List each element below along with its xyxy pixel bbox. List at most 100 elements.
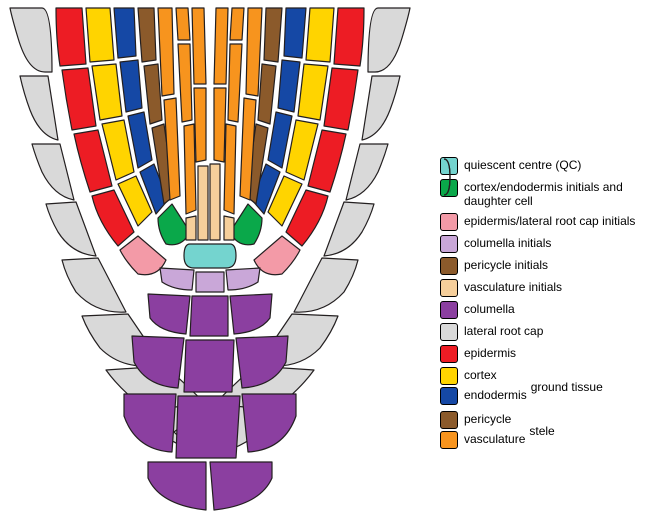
cell-cei <box>158 204 190 245</box>
legend-label: quiescent centre (QC) <box>464 157 581 172</box>
legend-swatch <box>440 235 458 253</box>
cell-col <box>190 296 228 336</box>
legend-label: pericycle <box>464 411 511 426</box>
cell-endo <box>278 60 300 112</box>
cell-col <box>242 394 296 452</box>
cell-lrc <box>10 8 52 72</box>
bracket-icon <box>442 157 452 197</box>
cell-endo <box>284 8 306 58</box>
cell-vasc <box>230 8 244 40</box>
legend-entry-lrc: lateral root cap <box>440 323 655 341</box>
cell-col <box>124 394 176 452</box>
legend-swatch <box>440 213 458 231</box>
cell-lrc <box>346 144 388 200</box>
cell-peri <box>138 8 156 62</box>
cell-coli <box>226 268 260 290</box>
cell-lrc <box>368 8 410 72</box>
legend-label: lateral root cap <box>464 323 543 338</box>
cell-vasc <box>178 44 192 122</box>
cell-vasc_i <box>198 166 208 240</box>
legend-entry-epi: epidermis <box>440 345 655 363</box>
cell-vasc <box>192 8 206 84</box>
cell-epi <box>334 8 364 66</box>
cell-epi <box>62 68 96 130</box>
root-diagram <box>0 0 420 525</box>
cell-vasc_i <box>224 216 234 240</box>
legend-label: columella initials <box>464 235 551 250</box>
legend-swatch <box>440 301 458 319</box>
cell-vasc <box>228 44 242 122</box>
legend-entry-peri: pericycle <box>440 411 525 429</box>
cell-lrc <box>20 76 58 140</box>
cell-vasc_i <box>210 164 220 240</box>
group-label: ground tissue <box>527 367 603 407</box>
cell-endo <box>114 8 136 58</box>
legend-swatch <box>440 387 458 405</box>
legend: quiescent centre (QC) cortex/endodermis i… <box>440 157 655 455</box>
legend-swatch <box>440 257 458 275</box>
cell-vasc <box>224 124 236 214</box>
cell-vasc <box>246 8 262 96</box>
cell-vasc <box>158 8 174 96</box>
cell-vasc <box>214 8 228 84</box>
legend-entry-endo: endodermis <box>440 387 527 405</box>
cell-vasc <box>176 8 190 40</box>
legend-swatch <box>440 431 458 449</box>
cell-peri <box>258 64 276 124</box>
legend-swatch <box>440 279 458 297</box>
cell-col <box>176 396 240 458</box>
cell-col <box>148 294 190 334</box>
legend-label: cortex <box>464 367 497 382</box>
cell-vasc <box>214 88 226 162</box>
legend-entry-coli: columella initials <box>440 235 655 253</box>
cell-cortex <box>92 64 122 120</box>
legend-entry-col: columella <box>440 301 655 319</box>
cell-epi <box>324 68 358 130</box>
cell-endo <box>120 60 142 112</box>
cell-lrc <box>62 258 126 312</box>
cell-cortex <box>298 64 328 120</box>
legend-entry-peri_i: pericycle initials <box>440 257 655 275</box>
legend-swatch <box>440 323 458 341</box>
cell-lrc <box>294 258 358 312</box>
legend-label: vasculature <box>464 431 525 446</box>
legend-label: cortex/endodermis initials and daughter … <box>464 179 655 209</box>
legend-label: epidermis/lateral root cap initials <box>464 213 635 228</box>
cell-vasc <box>184 124 196 214</box>
legend-entry-cei: cortex/endodermis initials and daughter … <box>440 179 655 209</box>
cell-col <box>148 462 206 510</box>
cell-peri <box>264 8 282 62</box>
cell-coli <box>160 268 194 290</box>
legend-label: columella <box>464 301 515 316</box>
cell-col <box>210 462 272 510</box>
cell-cortex <box>306 8 334 62</box>
cell-cortex <box>86 8 114 62</box>
legend-entry-vasc_i: vasculature initials <box>440 279 655 297</box>
legend-entry-eli: epidermis/lateral root cap initials <box>440 213 655 231</box>
cell-peri <box>144 64 162 124</box>
cell-epi <box>56 8 86 66</box>
legend-swatch <box>440 411 458 429</box>
legend-swatch <box>440 367 458 385</box>
legend-group-ground-tissue: cortex endodermisground tissue <box>440 367 655 407</box>
cell-lrc <box>324 202 374 256</box>
cell-qc <box>184 244 236 268</box>
legend-entry-qc: quiescent centre (QC) <box>440 157 655 175</box>
legend-group-stele: pericycle vasculaturestele <box>440 411 655 451</box>
cell-lrc <box>362 76 400 140</box>
legend-entry-cortex: cortex <box>440 367 527 385</box>
cell-coli <box>196 272 224 292</box>
cell-col <box>230 294 272 334</box>
cell-eli <box>254 236 300 275</box>
legend-label: pericycle initials <box>464 257 548 272</box>
group-label: stele <box>525 411 554 451</box>
cell-lrc <box>46 202 96 256</box>
legend-entry-vasc: vasculature <box>440 431 525 449</box>
cell-vasc_i <box>186 216 196 240</box>
cell-cei <box>230 204 262 245</box>
legend-swatch <box>440 345 458 363</box>
cell-lrc <box>32 144 74 200</box>
cell-col <box>184 340 234 392</box>
legend-label: epidermis <box>464 345 516 360</box>
legend-label: vasculature initials <box>464 279 562 294</box>
